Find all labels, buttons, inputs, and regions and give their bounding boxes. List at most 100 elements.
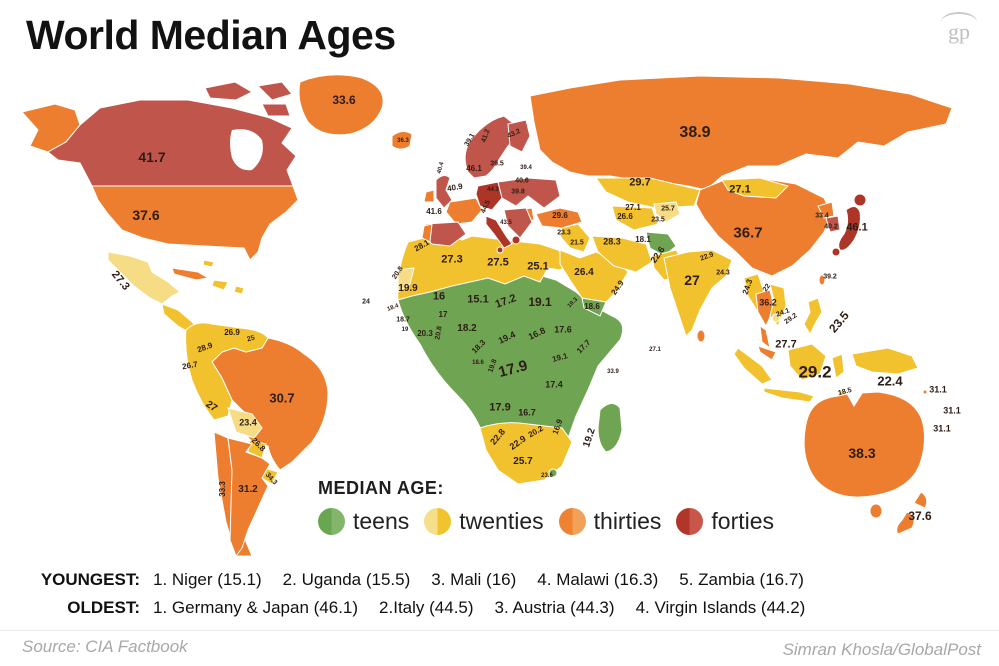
- region-kyrgyz-tajik: [653, 201, 681, 223]
- legend: MEDIAN AGE: teens twenties thirties forties: [318, 478, 774, 535]
- globalpost-logo: gp: [935, 12, 983, 50]
- rank-row-label: OLDEST:: [67, 598, 140, 617]
- rankings: YOUNGEST: 1. Niger (15.1) 2. Uganda (15.5)…: [0, 570, 999, 626]
- region-finland: [507, 119, 531, 153]
- region-germany: [475, 181, 503, 211]
- footer-divider: [0, 630, 999, 631]
- region-sumatra: [733, 347, 773, 385]
- source-credit: Source: CIA Factbook: [22, 637, 188, 656]
- region-brazil: [211, 337, 329, 471]
- region-balkans: [503, 207, 533, 239]
- legend-label: forties: [711, 508, 775, 534]
- hudson-bay: [230, 129, 263, 171]
- rank-row-entries: 1. Germany & Japan (46.1) 2.Italy (44.5) 3…: [153, 598, 805, 618]
- region-malaysia: [757, 345, 777, 361]
- legend-item-forties: forties: [676, 508, 774, 535]
- region-new-zealand: [896, 491, 928, 535]
- region-china: [695, 177, 833, 277]
- rank-entry: 3. Mali (16): [431, 570, 517, 589]
- region-north-korea: [817, 201, 835, 219]
- region-portugal: [421, 223, 433, 243]
- region-southern-africa: [479, 422, 573, 485]
- region-japan: [838, 206, 861, 251]
- region-australia: [803, 391, 925, 498]
- legend-heading: MEDIAN AGE:: [318, 478, 444, 498]
- region-mongolia: [721, 177, 789, 199]
- legend-label: thirties: [593, 508, 662, 534]
- region-iran: [591, 235, 653, 273]
- region-bolivia: [227, 407, 263, 439]
- region-greenland: [298, 74, 384, 136]
- region-france: [445, 197, 483, 225]
- forties-swatch-icon: [676, 508, 704, 535]
- legend-item-thirties: thirties: [558, 508, 662, 535]
- region-sri-lanka: [696, 329, 706, 343]
- region-western-sahara: [397, 267, 415, 293]
- region-cuba: [171, 267, 210, 281]
- region-new-guinea: [851, 347, 919, 375]
- region-madagascar: [597, 403, 623, 453]
- region-ireland: [423, 189, 435, 203]
- rank-row-label: YOUNGEST:: [40, 570, 140, 589]
- region-sulawesi: [831, 353, 845, 379]
- legend-label: teens: [353, 508, 410, 534]
- region-canada-arctic-islands: [204, 81, 293, 117]
- region-cambodia: [771, 313, 781, 323]
- page-title: World Median Ages: [26, 12, 396, 58]
- region-hokkaido: [853, 193, 867, 207]
- region-taiwan: [818, 274, 826, 286]
- region-italy: [485, 215, 513, 249]
- region-south-korea: [825, 215, 841, 233]
- rank-entry: 2. Uganda (15.5): [282, 570, 411, 589]
- logo-text: gp: [948, 19, 970, 44]
- region-russia: [529, 75, 953, 191]
- region-uk: [435, 174, 453, 209]
- teens-swatch-icon: [318, 508, 345, 535]
- region-sicily: [496, 246, 504, 254]
- region-java: [763, 387, 815, 403]
- twenties-swatch-icon: [424, 508, 452, 535]
- region-india: [663, 249, 733, 337]
- region-lesotho: [548, 468, 558, 478]
- region-philippines: [803, 297, 823, 336]
- region-pacific-islands: [922, 389, 928, 395]
- region-north-africa: [397, 233, 573, 301]
- rank-entry: 3. Austria (44.3): [494, 598, 615, 617]
- rank-entry: 4. Malawi (16.3): [537, 570, 659, 589]
- region-greece: [511, 235, 521, 245]
- author-credit: Simran Khosla/GlobalPost: [782, 640, 981, 659]
- rank-entry: 4. Virgin Islands (44.2): [635, 598, 806, 617]
- rank-row: YOUNGEST: 1. Niger (15.1) 2. Uganda (15.5)…: [0, 570, 999, 590]
- region-thailand: [755, 289, 775, 350]
- rank-entry: 1. Niger (15.1): [153, 570, 262, 589]
- region-uzbek-turkmen: [611, 205, 659, 231]
- region-central-east-europe: [497, 177, 561, 209]
- region-kyushu: [831, 247, 841, 257]
- gulf-of-carpentaria: [845, 391, 864, 407]
- logo-arc-icon: [941, 12, 977, 22]
- region-caribbean-islets: [202, 259, 245, 295]
- region-borneo: [787, 343, 827, 381]
- rank-entry: 1. Germany & Japan (46.1): [153, 598, 359, 617]
- region-levant-iraq: [559, 223, 591, 253]
- region-turkey: [535, 207, 583, 229]
- legend-item-twenties: twenties: [424, 508, 544, 535]
- region-iberia: [421, 221, 467, 247]
- legend-item-teens: teens: [318, 508, 409, 535]
- rank-entry: 5. Zambia (16.7): [679, 570, 804, 589]
- region-canada: [47, 99, 297, 187]
- legend-items: teens twenties thirties forties: [318, 508, 774, 535]
- rank-row: OLDEST: 1. Germany & Japan (46.1) 2.Italy …: [0, 598, 999, 618]
- region-mexico: [107, 251, 181, 305]
- region-usa: [91, 185, 299, 261]
- region-andes-north: [185, 322, 269, 421]
- rank-row-entries: 1. Niger (15.1) 2. Uganda (15.5) 3. Mali (…: [153, 570, 804, 590]
- region-argentina: [227, 437, 271, 558]
- rank-entry: 2.Italy (44.5): [379, 598, 474, 617]
- thirties-swatch-icon: [558, 508, 586, 535]
- region-hispaniola: [211, 279, 229, 291]
- region-tasmania: [869, 503, 883, 519]
- legend-label: twenties: [459, 508, 544, 534]
